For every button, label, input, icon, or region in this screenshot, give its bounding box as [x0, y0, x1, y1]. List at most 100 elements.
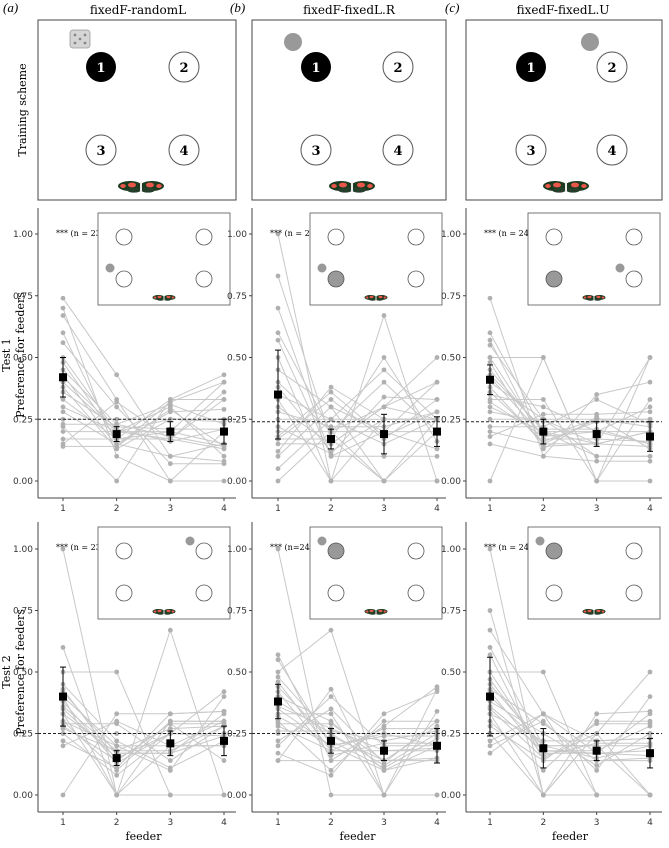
individual-point	[434, 708, 440, 714]
individual-point	[60, 404, 66, 410]
individual-point	[60, 305, 66, 311]
individual-point	[381, 478, 387, 484]
inset-feeder-landmark	[327, 270, 345, 288]
mean-point	[486, 692, 494, 701]
mean-point	[486, 375, 494, 384]
individual-point	[594, 458, 600, 464]
feeder-1-label: 1	[526, 61, 535, 76]
individual-point	[60, 436, 66, 442]
y-tick-label: 0.00	[441, 477, 461, 487]
individual-point	[487, 429, 493, 434]
feeder-2	[596, 51, 628, 83]
significance-label: *** (n = 23)	[56, 543, 104, 552]
y-tick-label: 0.25	[13, 415, 33, 425]
individual-line	[62, 297, 225, 462]
individual-point	[114, 772, 120, 778]
x-tick-label: 2	[328, 818, 334, 828]
inset-landmark	[185, 536, 195, 546]
x-tick-label: 2	[328, 504, 334, 514]
individual-point	[114, 792, 120, 798]
mean-point	[59, 692, 67, 701]
inset-frame	[309, 212, 443, 306]
individual-line	[490, 399, 651, 482]
individual-point	[487, 627, 493, 633]
feeder-1-trained	[516, 52, 546, 82]
individual-point	[647, 379, 653, 385]
individual-point	[221, 372, 227, 378]
individual-point	[221, 758, 227, 763]
y-tick-label: 1.00	[13, 230, 33, 240]
individual-point	[60, 429, 66, 434]
individual-point	[328, 416, 334, 422]
individual-point	[275, 453, 281, 459]
landmark-marker	[581, 33, 599, 51]
inset-arena	[97, 526, 231, 620]
individual-line	[489, 411, 651, 437]
significance-label: *** (n = 23)	[56, 229, 104, 238]
y-tick-label: 0.50	[441, 354, 461, 364]
individual-point	[221, 478, 227, 484]
inset-arena	[309, 526, 443, 620]
mean-point	[646, 432, 654, 441]
row-label-test1: Test 1	[0, 338, 13, 372]
individual-point	[487, 608, 493, 613]
individual-point	[328, 404, 334, 410]
y-tick-label: 0.75	[13, 607, 33, 617]
individual-point	[275, 441, 281, 447]
mean-point	[433, 741, 441, 750]
individual-line	[62, 376, 225, 443]
feeder-2-label: 2	[179, 61, 188, 76]
individual-point	[434, 684, 440, 690]
individual-point	[221, 389, 227, 395]
individual-point	[275, 723, 281, 729]
individual-point	[167, 409, 173, 415]
individual-point	[275, 657, 281, 663]
y-tick-label: 0.00	[227, 477, 247, 487]
individual-point	[275, 231, 281, 237]
individual-point	[647, 416, 653, 422]
inset-feeder	[407, 270, 425, 288]
individual-point	[60, 397, 66, 402]
individual-line	[277, 332, 438, 482]
individual-point	[114, 421, 120, 427]
individual-point	[381, 355, 387, 360]
individual-point	[60, 738, 66, 744]
individual-line	[277, 394, 438, 445]
individual-point	[328, 706, 334, 712]
individual-point	[167, 399, 173, 405]
significance-label: *** (n = 24)	[484, 229, 532, 238]
y-tick-label: 0.00	[441, 791, 461, 801]
individual-point	[60, 409, 66, 415]
individual-point	[328, 711, 334, 717]
inset-feeder	[195, 270, 213, 288]
x-tick-label: 1	[487, 504, 493, 514]
individual-point	[328, 389, 334, 395]
individual-line	[277, 654, 438, 762]
panel-label-a: (a)	[3, 0, 18, 15]
individual-point	[328, 397, 334, 402]
mean-point	[274, 390, 282, 399]
individual-point	[60, 424, 66, 430]
individual-line	[278, 711, 438, 796]
individual-point	[167, 478, 173, 484]
individual-point	[275, 674, 281, 680]
mean-point	[112, 754, 121, 763]
mean-point	[59, 373, 67, 382]
x-tick-label: 1	[275, 818, 281, 828]
individual-point	[167, 758, 173, 763]
ylabel-test2: Preference for feeders	[14, 609, 27, 735]
inset-arena	[527, 526, 661, 620]
mean-point	[327, 435, 335, 444]
inset-arena	[309, 212, 443, 306]
individual-point	[275, 448, 281, 454]
inset-landmark	[317, 536, 327, 546]
individual-point	[60, 340, 66, 346]
individual-point	[275, 273, 281, 279]
individual-point	[594, 392, 600, 397]
individual-point	[114, 669, 120, 675]
inset-feeder-landmark	[545, 270, 563, 288]
individual-point	[594, 721, 600, 727]
individual-point	[487, 295, 493, 301]
inset-feeder	[625, 584, 643, 602]
individual-line	[277, 691, 438, 776]
